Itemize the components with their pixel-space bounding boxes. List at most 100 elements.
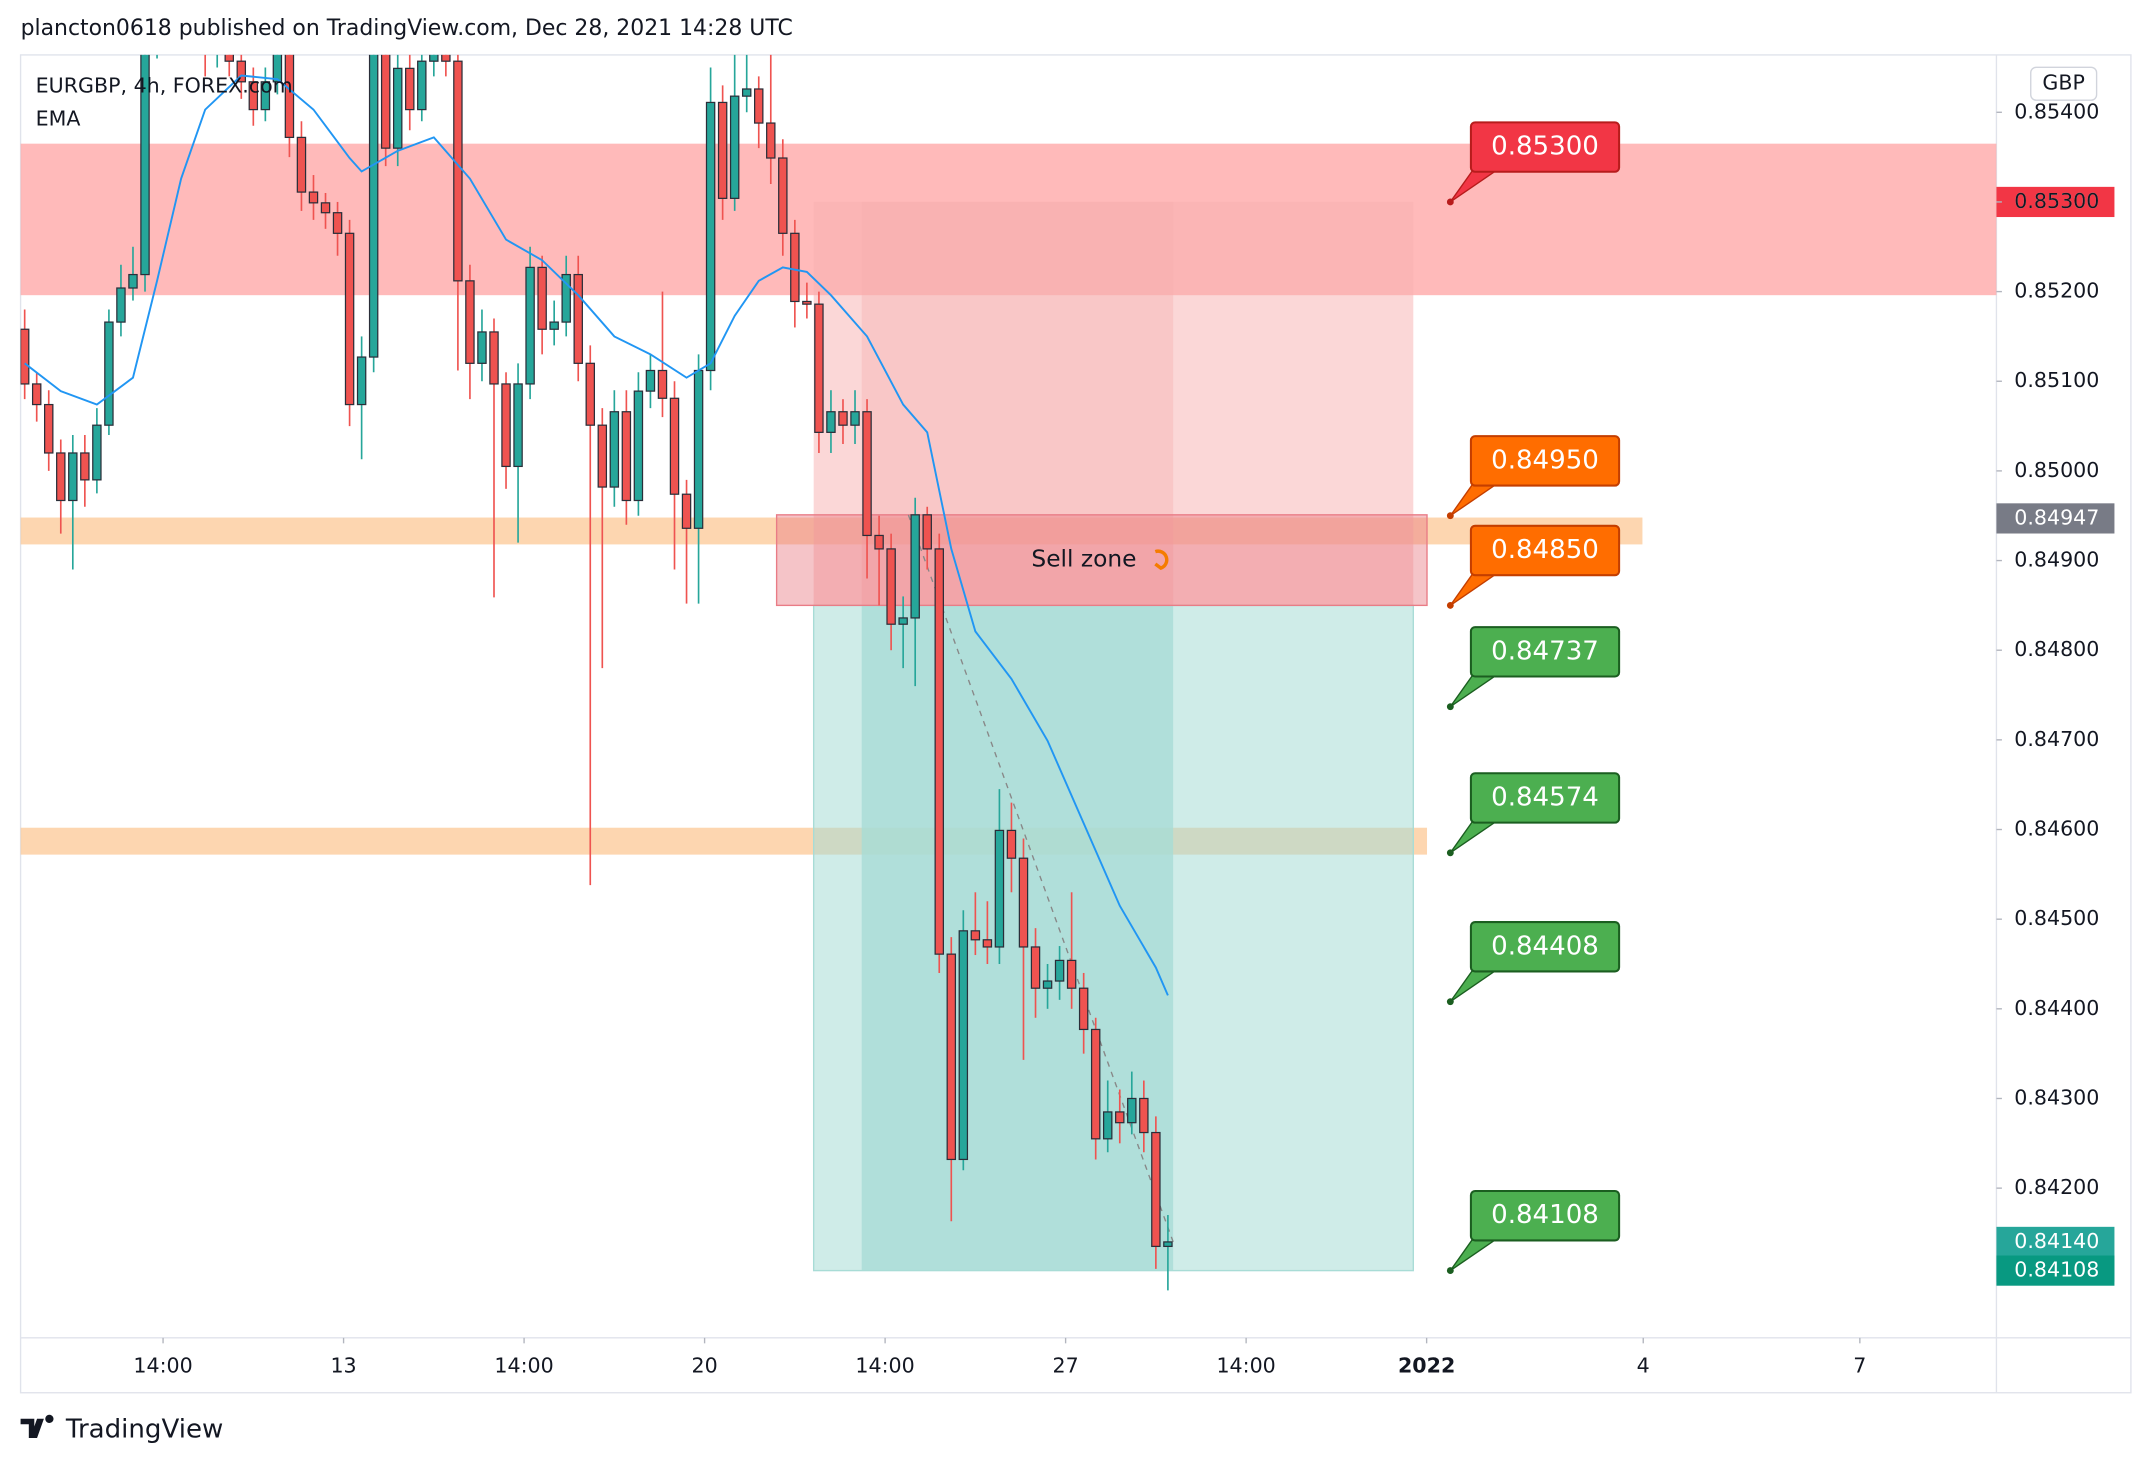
indicator-label: EMA <box>36 106 81 130</box>
candle-body <box>874 534 884 550</box>
callout-label: 0.84574 <box>1491 782 1599 812</box>
callout-dot <box>1446 1267 1454 1275</box>
x-tick-label: 14:00 <box>494 1354 553 1378</box>
candle-body <box>513 383 523 468</box>
projection <box>907 514 1174 1243</box>
candle-body <box>1127 1097 1137 1124</box>
candle-body <box>1054 959 1065 982</box>
candle-body <box>970 930 981 941</box>
candle-body <box>1115 1111 1125 1124</box>
x-tick-label: 4 <box>1637 1354 1650 1378</box>
x-tick-label: 7 <box>1853 1354 1866 1378</box>
candle-body <box>838 411 848 426</box>
candle-body <box>405 67 415 111</box>
x-tick-label: 13 <box>330 1354 356 1378</box>
candle-body <box>128 273 138 289</box>
callout-pointer <box>1449 819 1501 854</box>
callout-box <box>1469 626 1621 678</box>
y-tick-label: 0.84800 <box>2014 637 2099 661</box>
y-tick-label: 0.84400 <box>2014 996 2099 1020</box>
callout-label: 0.84108 <box>1491 1200 1599 1230</box>
currency: GBP <box>2042 71 2084 95</box>
candle-body <box>1102 1111 1113 1140</box>
callout-box <box>1469 921 1621 973</box>
candle-body <box>910 514 920 619</box>
candle-body <box>1030 946 1041 989</box>
sell-zone-icon <box>1154 549 1169 571</box>
candle-body <box>236 60 247 83</box>
candle-body <box>573 273 583 364</box>
price-tag-label: 0.84140 <box>2014 1229 2099 1253</box>
candle-body <box>1151 1131 1161 1248</box>
candle-body <box>44 403 54 454</box>
callout-label: 0.84850 <box>1491 535 1599 565</box>
callout-box <box>1469 1189 1621 1242</box>
candle-body <box>982 939 993 948</box>
candle-body <box>645 369 656 392</box>
candle-body <box>946 953 957 1161</box>
candle-body <box>609 411 620 488</box>
candle-body <box>1139 1097 1149 1134</box>
candle-body <box>1163 1241 1173 1248</box>
x-tick-label: 14:00 <box>133 1354 192 1378</box>
candle-body <box>392 67 403 149</box>
callout-label: 0.84950 <box>1491 445 1599 475</box>
callout-dot <box>1446 198 1454 206</box>
candle-body <box>453 60 463 282</box>
x-tick-label: 27 <box>1053 1354 1079 1378</box>
y-tick-label: 0.84600 <box>2014 817 2099 841</box>
candle-body <box>814 303 824 433</box>
y-tick-label: 0.84300 <box>2014 1085 2099 1109</box>
callout-dot <box>1446 601 1454 609</box>
sell-zone <box>775 514 1428 607</box>
candle-body <box>248 81 259 111</box>
candle-body <box>898 617 908 625</box>
callout-box <box>1469 772 1621 824</box>
price-tag <box>1996 503 2115 534</box>
x-tick-label: 20 <box>691 1354 717 1378</box>
candle-body <box>633 390 644 502</box>
callout-pointer <box>1449 482 1501 517</box>
candle-body <box>729 95 740 199</box>
candle-body <box>994 829 1005 948</box>
candle-body <box>116 287 126 323</box>
callout-label: 0.84408 <box>1491 931 1599 961</box>
callout-dot <box>1446 512 1454 520</box>
callout-label: 0.84737 <box>1491 636 1599 666</box>
candle-body <box>380 54 391 149</box>
candle-body <box>477 331 487 364</box>
candle-body <box>597 424 608 488</box>
price-tag-label: 0.84108 <box>2014 1258 2099 1282</box>
candle-body <box>308 191 319 204</box>
callout-box <box>1469 435 1621 487</box>
candle-body <box>441 54 451 62</box>
callout-pointer <box>1449 673 1501 708</box>
candle-body <box>886 548 896 625</box>
candle-body <box>958 930 969 1161</box>
candle-body <box>92 424 102 481</box>
candle-body <box>80 452 90 481</box>
candle-body <box>224 54 234 62</box>
candle-body <box>20 328 30 385</box>
callout-dot <box>1446 998 1454 1006</box>
candle-body <box>356 356 367 406</box>
candle-body <box>790 232 800 303</box>
candle-body <box>922 514 932 550</box>
candle-body <box>501 383 511 468</box>
tv-logo <box>20 1414 54 1439</box>
ema-line <box>24 74 1169 996</box>
overlay: 0.85300 0.84950 0.84850 0.84737 0.84574 0.844… <box>1446 121 2115 1286</box>
y-tick-label: 0.85300 <box>2014 189 2099 213</box>
candle-body <box>104 321 114 426</box>
candle-body <box>165 0 173 5</box>
currency-box <box>2030 66 2098 101</box>
price-tag <box>1996 1255 2115 1286</box>
x-tick-label: 14:00 <box>855 1354 914 1378</box>
candle-body <box>272 54 283 83</box>
x-tick-label: 2022 <box>1398 1354 1455 1378</box>
candle-body <box>140 54 150 276</box>
candle-body <box>489 331 499 385</box>
candle-body <box>525 266 535 385</box>
